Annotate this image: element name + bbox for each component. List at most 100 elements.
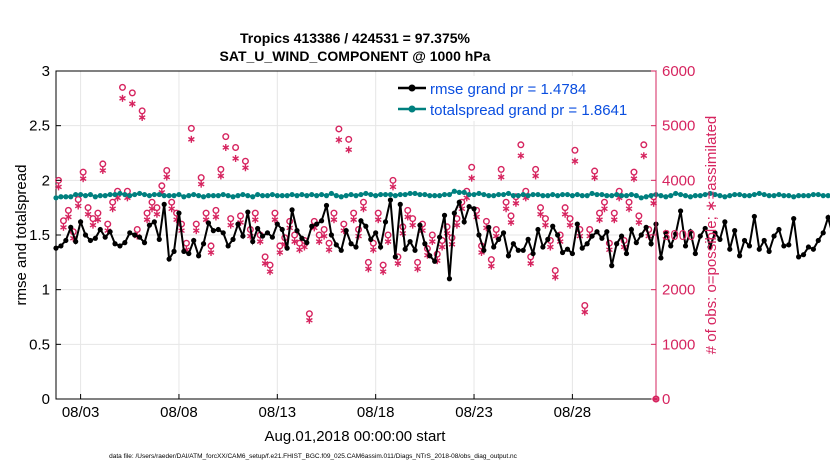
spread-point [530, 191, 536, 198]
rmse-point [259, 233, 266, 239]
obs-assimilated-point [207, 248, 215, 256]
obs-assimilated-point [542, 221, 549, 229]
chart-title: Tropics 413386 / 424531 = 97.375% [240, 30, 471, 46]
rmse-point [545, 236, 551, 242]
spread-point [599, 191, 605, 198]
obs-assimilated-point [596, 216, 603, 224]
obs-possible-point [340, 220, 348, 228]
spread-point [92, 194, 98, 200]
rmse-point [633, 240, 639, 246]
spread-point [486, 193, 492, 199]
obs-possible-point [217, 165, 225, 173]
obs-possible-point [551, 267, 559, 275]
spread-point [476, 190, 482, 197]
rmse-point [456, 199, 462, 205]
spread-point [682, 193, 689, 199]
spread-point [127, 193, 133, 199]
spread-point [82, 193, 89, 199]
spread-point [220, 191, 226, 198]
rmse-point [343, 228, 349, 234]
y-tick-label: 3 [42, 63, 50, 80]
spread-point [727, 193, 733, 199]
obs-assimilated-point [168, 205, 176, 213]
obs-assimilated-point [566, 221, 574, 229]
y2-tick-label: 1000 [662, 336, 695, 353]
obs-assimilated-point [266, 268, 274, 276]
obs-assimilated-point [143, 216, 151, 224]
spread-point [176, 191, 182, 198]
obs-possible-point [537, 204, 545, 212]
spread-point [451, 188, 457, 194]
rmse-point [215, 226, 221, 233]
rmse-point [638, 232, 644, 238]
obs-assimilated-point [163, 173, 171, 181]
obs-possible-point [571, 146, 579, 154]
rmse-point [269, 234, 275, 240]
spread-point [722, 194, 728, 200]
obs-possible-point [350, 209, 358, 217]
rmse-point [614, 241, 620, 247]
rmse-point [255, 225, 261, 232]
spread-point [515, 193, 521, 199]
legend-rmse-marker [408, 84, 416, 92]
obs-assimilated-point [138, 113, 146, 121]
spread-point [520, 191, 526, 198]
obs-assimilated-point [547, 243, 554, 251]
rmse-point [161, 201, 167, 207]
spread-point [392, 193, 398, 199]
obs-possible-point [148, 198, 156, 206]
rmse-point [245, 209, 251, 215]
rmse-point [692, 250, 698, 257]
obs-assimilated-point [365, 265, 372, 273]
rmse-point [776, 226, 782, 233]
spread-point [73, 191, 79, 198]
rmse-point [673, 231, 679, 237]
obs-assimilated-point [60, 223, 67, 231]
spread-point [481, 191, 487, 198]
spread-point [156, 191, 162, 198]
spread-point [496, 191, 502, 198]
spread-point [235, 193, 241, 199]
spread-point [677, 191, 684, 198]
spread-point [279, 193, 285, 199]
rmse-point [717, 236, 723, 242]
spread-point [712, 191, 718, 198]
x-tick-label: 08/28 [554, 404, 592, 421]
spread-point [328, 190, 335, 197]
obs-possible-point [202, 209, 210, 217]
obs-possible-point [482, 217, 490, 225]
rmse-point [387, 197, 394, 203]
obs-possible-point [369, 239, 377, 247]
obs-possible-point [414, 258, 422, 266]
obs-possible-point [237, 212, 245, 220]
obs-assimilated-point [487, 262, 495, 270]
obs-assimilated-point [561, 210, 569, 218]
spread-point [550, 191, 556, 198]
rmse-point [756, 246, 762, 252]
rmse-point [156, 236, 162, 242]
spread-point [609, 193, 615, 199]
spread-point [732, 191, 738, 198]
spread-point [137, 190, 143, 197]
rmse-point [663, 230, 669, 236]
rmse-point [574, 221, 580, 227]
spread-point [692, 193, 698, 199]
rmse-point [412, 247, 418, 253]
rmse-point [200, 241, 207, 247]
rmse-point [437, 234, 443, 240]
rmse-point [289, 207, 295, 213]
obs-assimilated-point [507, 218, 515, 226]
rmse-point [535, 226, 541, 233]
rmse-point [402, 246, 408, 252]
y2-axis-label: # of obs: o=possible; ∗=assimilated [703, 116, 720, 355]
obs-possible-point [99, 160, 107, 168]
rmse-point [702, 225, 708, 232]
rmse-point [196, 253, 202, 259]
obs-assimilated-point [128, 100, 136, 108]
obs-assimilated-point [325, 246, 333, 254]
obs-assimilated-point [438, 243, 446, 251]
spread-point [63, 194, 69, 200]
obs-possible-point [84, 204, 92, 212]
spread-point [717, 193, 723, 199]
